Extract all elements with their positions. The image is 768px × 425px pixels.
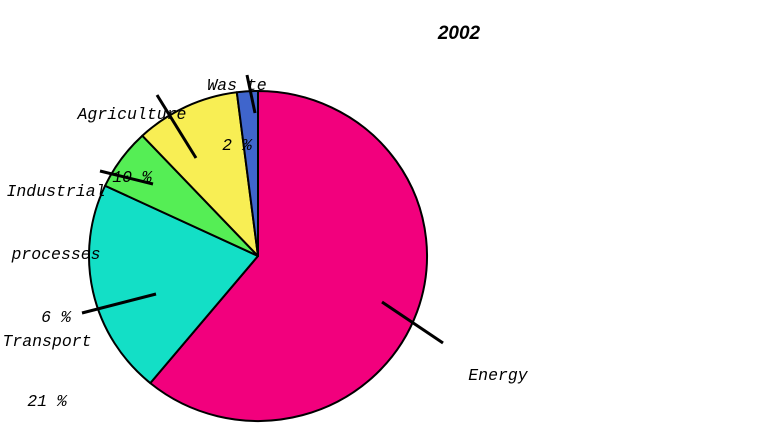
slice-label-text: Agriculture bbox=[77, 105, 187, 124]
pie-slice-agriculture bbox=[141, 91, 259, 257]
slice-label-waste: Was te 2 % bbox=[187, 36, 287, 196]
leader-line-transport bbox=[81, 292, 157, 315]
leader-line-waste bbox=[245, 74, 257, 114]
slice-label-pct: 2 % bbox=[222, 136, 252, 155]
pie-slice-energy-excluding-transport bbox=[149, 90, 428, 422]
leader-line-energy-excluding-transport bbox=[381, 300, 444, 345]
slice-label-energy-excluding-transport: Energy excluding transpot 61 % bbox=[437, 323, 559, 425]
slice-label-industrial-processes: Industrial processes 6 % bbox=[0, 139, 112, 370]
slice-label-text: Energy bbox=[468, 366, 528, 385]
slice-label-text: Transport bbox=[2, 332, 92, 351]
slice-label-pct: 6 % bbox=[41, 308, 71, 327]
slice-label-text: Was te bbox=[207, 76, 267, 95]
leader-line-industrial-processes bbox=[99, 169, 154, 186]
leader-line-agriculture bbox=[155, 94, 198, 159]
pie-slice-waste bbox=[235, 90, 259, 257]
slice-label-agriculture: Agriculture 10 % bbox=[57, 62, 207, 230]
pie-slice-transport bbox=[88, 184, 259, 385]
slice-label-pct: 21 % bbox=[27, 392, 67, 411]
slice-label-text: processes bbox=[11, 245, 101, 264]
slice-label-text: Industrial bbox=[6, 182, 106, 201]
slice-label-transport: Transport 21 % bbox=[0, 292, 94, 425]
slice-label-pct: 10 % bbox=[112, 168, 152, 187]
chart-title: 2002 bbox=[437, 23, 481, 44]
